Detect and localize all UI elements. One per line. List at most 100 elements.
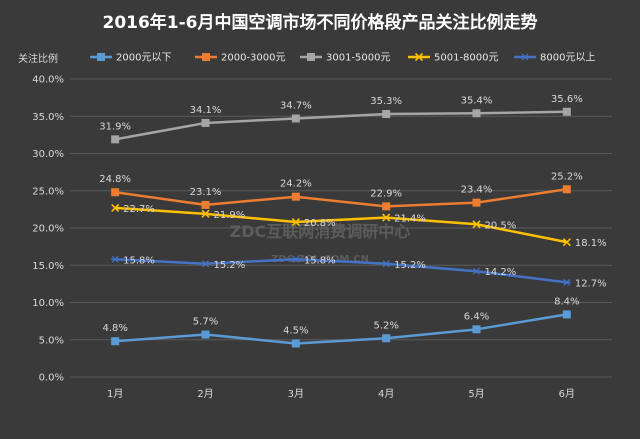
data-label: 22.7%	[123, 204, 155, 215]
data-point	[562, 238, 571, 247]
data-point	[291, 114, 300, 123]
legend-item-3: 3001-5000元	[300, 53, 391, 64]
data-point	[111, 337, 120, 346]
x-axis-ticks: 1月 2月 3月 4月 5月 6月	[107, 388, 575, 400]
series-5: 15.8% 15.2% 15.8% 15.2% 14.2% 12.7%	[111, 255, 607, 289]
data-label: 5.7%	[193, 317, 218, 328]
data-point	[562, 107, 571, 116]
y-tick-label: 15.0%	[32, 261, 64, 272]
data-point	[562, 310, 571, 319]
data-point-stroke	[473, 267, 480, 275]
data-point	[111, 203, 120, 212]
data-label: 25.2%	[551, 171, 583, 182]
data-label: 21.9%	[214, 210, 246, 221]
data-point	[202, 53, 210, 61]
data-point-stroke	[291, 217, 300, 227]
data-label: 4.8%	[102, 323, 127, 334]
data-label: 4.5%	[283, 325, 308, 336]
data-label: 15.8%	[304, 255, 336, 266]
series-3: 31.9% 34.1% 34.7% 35.3% 35.4% 35.6%	[99, 94, 583, 144]
series-4: 22.7% 21.9% 20.8% 21.4% 20.5% 18.1%	[111, 203, 607, 249]
data-point	[382, 334, 391, 343]
y-tick-label: 40.0%	[32, 75, 64, 86]
data-point	[111, 255, 120, 263]
data-label: 20.8%	[304, 218, 336, 229]
data-label: 14.2%	[485, 267, 517, 278]
data-label: 34.7%	[280, 100, 312, 111]
data-point-stroke	[292, 255, 300, 263]
legend-label: 2000-3000元	[221, 53, 286, 64]
data-point	[382, 202, 391, 211]
legend-item-4: 5001-8000元	[408, 53, 499, 64]
data-point	[307, 53, 315, 61]
legend-item-1: 2000元以下	[90, 53, 171, 64]
data-label: 20.5%	[485, 220, 517, 231]
data-point	[382, 110, 391, 119]
chart-title: 2016年1-6月中国空调市场不同价格段产品关注比例走势	[102, 12, 537, 33]
data-label: 34.1%	[190, 105, 222, 116]
data-point-stroke	[563, 278, 571, 286]
data-point	[291, 255, 300, 263]
y-tick-label: 20.0%	[32, 224, 64, 235]
data-label: 22.9%	[370, 188, 402, 199]
data-point-stroke	[111, 203, 120, 212]
data-point	[472, 220, 481, 229]
y-tick-label: 10.0%	[32, 298, 64, 309]
data-point	[291, 192, 300, 201]
data-point	[382, 260, 391, 268]
x-tick-label: 2月	[197, 388, 213, 400]
data-label: 23.1%	[190, 187, 222, 198]
data-point-stroke	[521, 53, 529, 61]
watermark-line1: ZDC互联网消费调研中心	[230, 222, 411, 241]
data-point	[111, 135, 120, 144]
legend: 2000元以下 2000-3000元 3001-5000元 5001-8000元 800…	[90, 52, 595, 64]
data-label: 35.6%	[551, 94, 583, 105]
legend-label: 3001-5000元	[326, 53, 391, 64]
data-point	[472, 325, 481, 334]
data-label: 8.4%	[554, 296, 579, 307]
y-tick-label: 30.0%	[32, 149, 64, 160]
y-tick-label: 35.0%	[32, 112, 64, 123]
series-line	[115, 313, 568, 345]
data-label: 15.8%	[123, 255, 155, 266]
data-point	[472, 109, 481, 118]
data-point	[291, 339, 300, 348]
data-point	[201, 260, 210, 268]
series-1: 4.8% 5.7% 4.5% 5.2% 6.4% 8.4%	[102, 296, 580, 348]
data-point	[562, 185, 571, 194]
series-line	[115, 206, 568, 244]
x-tick-label: 3月	[288, 388, 304, 400]
data-point	[291, 217, 300, 227]
data-point-stroke	[382, 260, 390, 268]
y-tick-label: 5.0%	[39, 335, 64, 346]
data-point	[111, 188, 120, 197]
data-label: 21.4%	[394, 214, 426, 225]
data-point	[562, 278, 571, 286]
x-tick-label: 5月	[468, 388, 484, 400]
data-point	[472, 198, 481, 207]
data-point	[201, 209, 210, 218]
x-tick-label: 6月	[559, 388, 575, 400]
data-point	[414, 52, 424, 62]
data-label: 15.2%	[214, 260, 246, 271]
data-point-stroke	[111, 255, 119, 263]
data-point	[201, 118, 210, 127]
legend-item-2: 2000-3000元	[195, 53, 286, 64]
legend-label: 2000元以下	[116, 53, 171, 64]
data-label: 35.3%	[370, 96, 402, 107]
data-label: 23.4%	[461, 185, 493, 196]
series-line	[114, 110, 567, 141]
series-group: 4.8%5.7%4.5% 5.2%6.4%8.4%24.8%23.1%24.2%2…	[99, 94, 607, 348]
data-point	[201, 200, 210, 209]
legend-item-5: 8000元以上	[514, 52, 595, 64]
data-point	[521, 53, 529, 61]
data-point	[201, 330, 210, 339]
data-point	[382, 213, 391, 222]
y-tick-label: 25.0%	[32, 186, 64, 197]
data-label: 24.8%	[99, 174, 131, 185]
data-label: 35.4%	[461, 95, 493, 106]
data-label: 12.7%	[575, 278, 607, 289]
data-label: 5.2%	[373, 320, 398, 331]
y-tick-label: 0.0%	[39, 373, 64, 384]
